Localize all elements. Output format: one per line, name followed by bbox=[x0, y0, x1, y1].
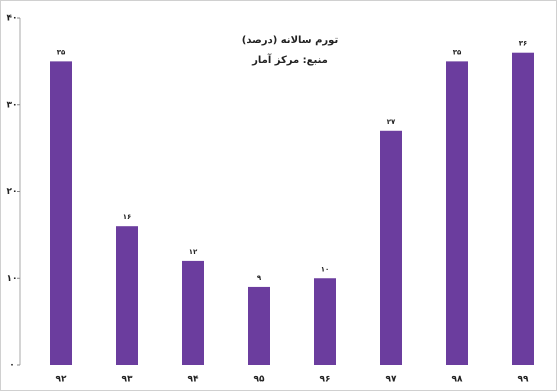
value-label: ۱۲ bbox=[189, 248, 198, 256]
value-label: ۹ bbox=[257, 274, 262, 282]
x-tick-label: ۹۲ bbox=[56, 375, 67, 385]
y-tick-label: ۳۰ bbox=[7, 100, 18, 110]
x-tick-label: ۹۵ bbox=[254, 375, 265, 385]
bar bbox=[446, 61, 468, 365]
bar bbox=[512, 52, 534, 365]
x-tick-label: ۹۳ bbox=[122, 375, 133, 385]
chart-subtitle: منبع: مرکز آمار bbox=[251, 53, 328, 66]
bar bbox=[50, 61, 72, 365]
bar bbox=[116, 226, 138, 365]
value-label: ۱۶ bbox=[123, 213, 132, 221]
x-tick-label: ۹۴ bbox=[188, 375, 199, 385]
y-tick-label: ۰ bbox=[9, 361, 15, 371]
x-tick-label: ۹۸ bbox=[452, 375, 463, 385]
bar bbox=[380, 130, 402, 365]
bar bbox=[248, 286, 270, 365]
value-label: ۳۶ bbox=[519, 40, 528, 48]
value-label: ۳۵ bbox=[57, 48, 66, 56]
chart-title: تورم سالانه (درصد) bbox=[242, 35, 339, 46]
value-label: ۱۰ bbox=[321, 265, 330, 273]
y-tick-label: ۲۰ bbox=[7, 187, 18, 197]
value-label: ۳۵ bbox=[453, 48, 462, 56]
x-tick-label: ۹۶ bbox=[320, 375, 331, 385]
x-tick-label: ۹۷ bbox=[386, 375, 397, 385]
bar bbox=[182, 260, 204, 365]
bar bbox=[314, 278, 336, 365]
y-tick-label: ۴۰ bbox=[7, 14, 18, 24]
value-label: ۲۷ bbox=[387, 118, 396, 126]
y-tick-label: ۱۰ bbox=[7, 274, 18, 284]
x-tick-label: ۹۹ bbox=[518, 375, 529, 385]
